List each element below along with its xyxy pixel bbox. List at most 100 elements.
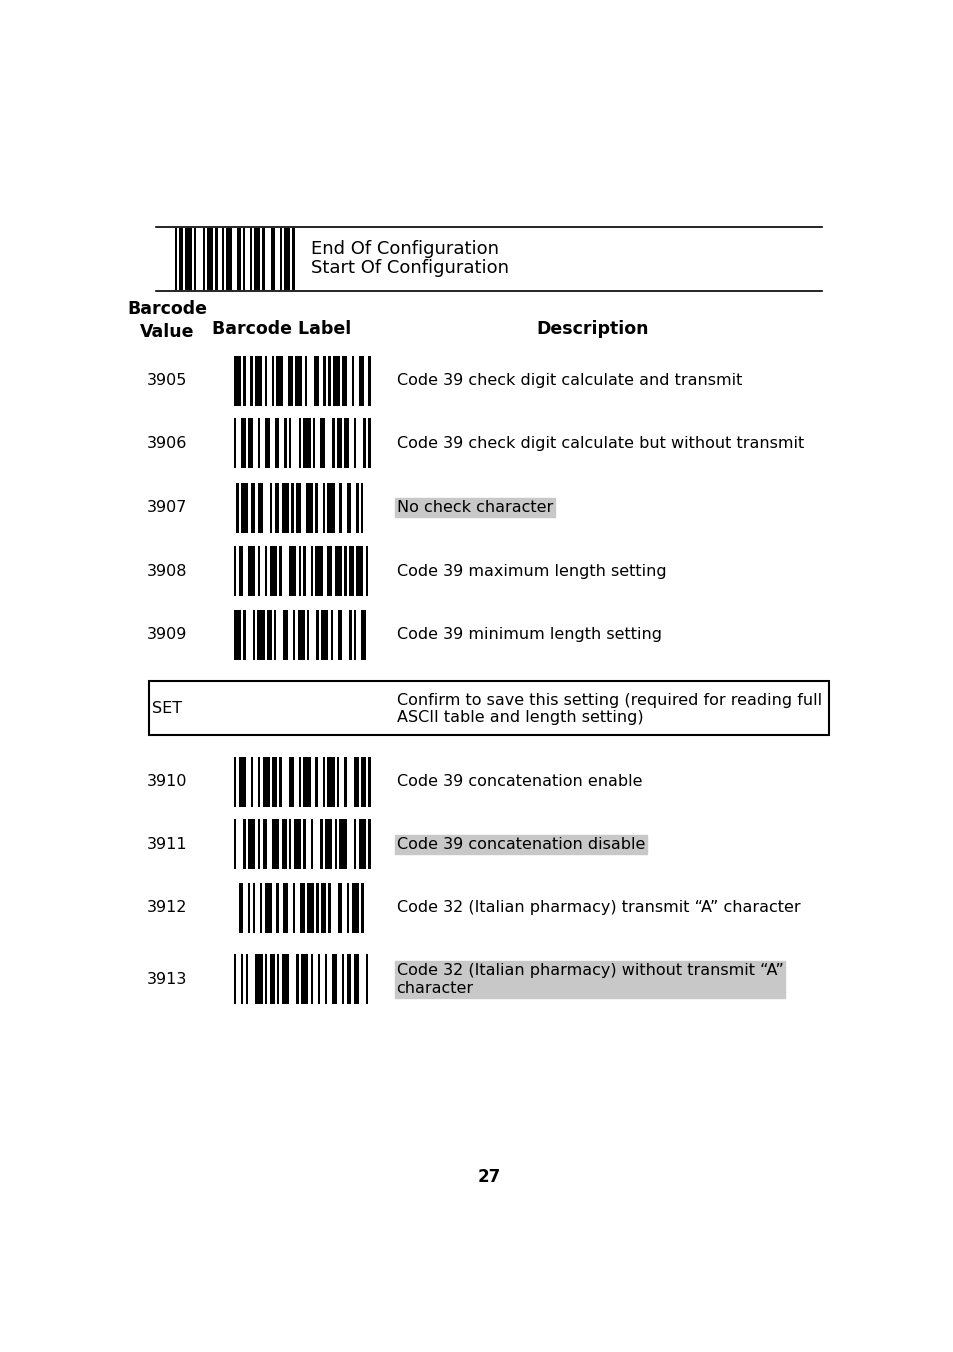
Bar [368,757,370,807]
Bar [360,483,363,533]
Bar [332,483,335,533]
Bar [332,418,335,468]
Bar [221,228,224,291]
Bar [358,356,361,406]
Text: 3911: 3911 [147,837,188,852]
Bar [352,883,354,933]
Bar [363,688,366,730]
Bar [368,418,370,468]
Bar [322,418,325,468]
Bar [257,418,260,468]
Bar [233,955,236,1005]
Bar [335,546,336,596]
Bar [272,546,276,596]
Bar [270,955,274,1005]
Text: SET: SET [152,702,182,717]
Bar [335,819,336,869]
Bar [330,610,333,660]
Bar [286,228,290,291]
Text: 27: 27 [476,1168,500,1186]
Bar [267,688,269,730]
Bar [211,228,213,291]
Bar [260,483,262,533]
Bar [361,610,363,660]
Bar [262,757,267,807]
Bar [253,228,255,291]
Bar [272,757,276,807]
Bar [233,418,236,468]
Bar [291,483,294,533]
Bar [342,688,344,730]
Bar [361,883,363,933]
Bar [308,757,311,807]
Bar [332,757,335,807]
Bar [321,883,326,933]
Bar [236,483,238,533]
Bar [270,546,272,596]
Bar [294,819,298,869]
Bar [291,757,294,807]
Bar [307,883,309,933]
Bar [267,757,270,807]
Bar [337,610,339,660]
Text: 3909: 3909 [147,627,188,642]
Bar [284,483,289,533]
Bar [344,688,349,730]
Bar [185,228,188,291]
Bar [233,546,236,596]
Bar [283,883,286,933]
Bar [251,546,255,596]
Bar [303,757,308,807]
Bar [316,356,318,406]
Bar [325,955,327,1005]
Text: Code 39 maximum length setting: Code 39 maximum length setting [396,564,665,579]
Bar [276,955,279,1005]
Bar [360,757,365,807]
Bar [265,546,267,596]
Bar [251,483,255,533]
Bar [354,819,355,869]
Bar [233,757,236,807]
Bar [174,228,176,291]
Bar [320,819,322,869]
Bar [336,418,341,468]
Bar [339,883,342,933]
Bar [248,546,251,596]
Bar [322,757,325,807]
Bar [307,688,309,730]
Bar [254,356,257,406]
Text: Code 39 concatenation enable: Code 39 concatenation enable [396,775,641,790]
Bar [274,610,276,660]
Bar [283,610,286,660]
Bar [238,757,241,807]
Bar [188,228,192,291]
Bar [293,883,294,933]
Bar [253,819,255,869]
Bar [333,356,337,406]
Bar [246,955,248,1005]
Bar [299,883,304,933]
Bar [303,546,306,596]
Bar [276,418,279,468]
Bar [179,228,183,291]
Bar [238,356,241,406]
Bar [339,610,342,660]
Bar [344,757,346,807]
Text: 3906: 3906 [147,435,188,450]
Bar [315,483,317,533]
Bar [253,610,254,660]
Bar [246,483,248,533]
Bar [236,228,241,291]
Bar [354,955,355,1005]
Text: Barcode
Value: Barcode Value [127,300,207,341]
Bar [255,228,260,291]
Bar [311,819,313,869]
Text: Code 39 check digit calculate but without transmit: Code 39 check digit calculate but withou… [396,435,803,450]
Bar [291,546,296,596]
Bar [243,356,245,406]
Bar [322,483,325,533]
Bar [301,955,303,1005]
Bar [323,356,326,406]
Text: Code 32 (Italian pharmacy) transmit “A” character: Code 32 (Italian pharmacy) transmit “A” … [396,900,800,915]
Bar [286,955,289,1005]
